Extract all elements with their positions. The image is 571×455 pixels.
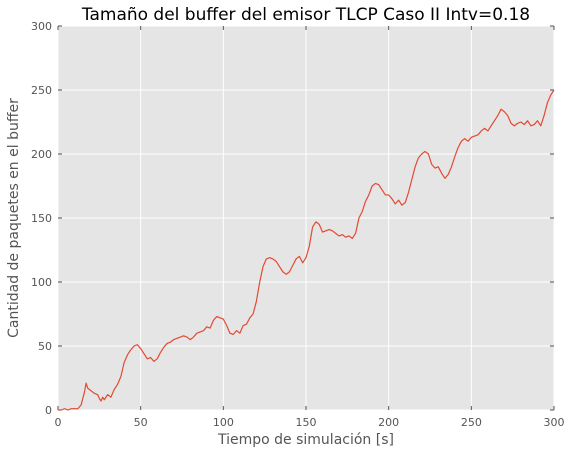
y-tick-label: 250 bbox=[31, 84, 52, 97]
x-tick-label: 150 bbox=[296, 416, 317, 429]
y-axis-label: Cantidad de paquetes en el buffer bbox=[6, 98, 22, 338]
x-axis-label: Tiempo de simulación [s] bbox=[217, 432, 394, 448]
y-tick-label: 200 bbox=[31, 148, 52, 161]
x-tick-label: 50 bbox=[134, 416, 148, 429]
y-tick-labels: 0 50 100 150 200 250 300 bbox=[31, 20, 52, 417]
x-tick-labels: 0 50 100 150 200 250 300 bbox=[55, 416, 565, 429]
y-tick-label: 0 bbox=[45, 404, 52, 417]
y-tick-label: 100 bbox=[31, 276, 52, 289]
series-line bbox=[58, 89, 555, 411]
x-tick-label: 200 bbox=[378, 416, 399, 429]
x-tick-label: 250 bbox=[461, 416, 482, 429]
axis-ticks bbox=[57, 25, 555, 411]
x-tick-label: 300 bbox=[544, 416, 565, 429]
y-tick-label: 50 bbox=[38, 340, 52, 353]
y-tick-label: 300 bbox=[31, 20, 52, 33]
chart-title: Tamaño del buffer del emisor TLCP Caso I… bbox=[81, 5, 530, 25]
x-tick-label: 0 bbox=[55, 416, 62, 429]
y-tick-label: 150 bbox=[31, 212, 52, 225]
x-tick-label: 100 bbox=[213, 416, 234, 429]
